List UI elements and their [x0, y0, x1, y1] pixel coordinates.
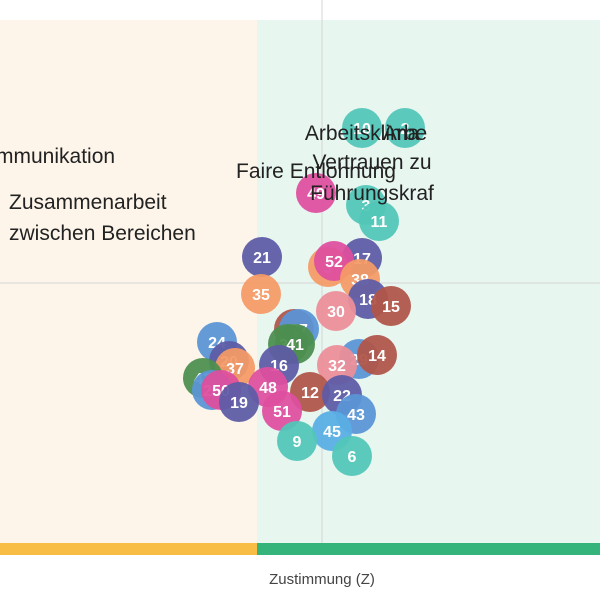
point-marker[interactable]	[241, 274, 281, 314]
point-label: 12	[301, 385, 319, 402]
quadrant-right-background	[257, 20, 600, 543]
point-label: 21	[253, 250, 271, 267]
point-label: 45	[323, 424, 341, 441]
point-label: 10	[353, 121, 371, 138]
data-point[interactable]: 30	[316, 291, 356, 331]
point-marker[interactable]	[290, 372, 330, 412]
point-label: 51	[273, 404, 291, 421]
data-point[interactable]: 32	[317, 345, 357, 385]
point-label: 19	[230, 395, 248, 412]
data-point[interactable]: 6	[332, 436, 372, 476]
point-label: 49	[307, 186, 325, 203]
point-label: 43	[347, 407, 365, 424]
point-label: 48	[259, 380, 277, 397]
data-point[interactable]: 11	[359, 201, 399, 241]
group-label: zwischen Bereichen	[9, 222, 196, 245]
point-label: 14	[368, 348, 386, 365]
data-point[interactable]: 9	[277, 421, 317, 461]
axis-bar-left	[0, 543, 257, 555]
point-label: 9	[293, 434, 302, 451]
point-marker[interactable]	[332, 436, 372, 476]
group-label: Vertrauen zu	[312, 151, 431, 174]
point-label: 11	[371, 214, 388, 231]
data-point[interactable]: 10	[342, 108, 382, 148]
point-label: 6	[348, 449, 357, 466]
data-point[interactable]: 49	[296, 173, 336, 213]
data-point[interactable]: 15	[371, 286, 411, 326]
point-marker[interactable]	[277, 421, 317, 461]
point-marker[interactable]	[262, 391, 302, 431]
point-marker[interactable]	[317, 345, 357, 385]
point-marker[interactable]	[371, 286, 411, 326]
group-label: Zusammenarbeit	[9, 191, 167, 214]
point-marker[interactable]	[316, 291, 356, 331]
group-label: Arbe	[383, 122, 427, 145]
data-point[interactable]: 21	[242, 237, 282, 277]
point-label: 30	[327, 304, 345, 321]
point-marker[interactable]	[296, 173, 336, 213]
point-marker[interactable]	[242, 237, 282, 277]
axis-bar-right	[257, 543, 600, 555]
data-point[interactable]: 14	[357, 335, 397, 375]
point-marker[interactable]	[357, 335, 397, 375]
group-label: mmunikation	[0, 145, 115, 168]
data-point[interactable]: 51	[262, 391, 302, 431]
data-point[interactable]: 12	[290, 372, 330, 412]
data-point[interactable]: 19	[219, 382, 259, 422]
group-label: Faire Entlohnung	[236, 160, 396, 183]
point-label: 15	[382, 299, 400, 316]
point-label: 32	[328, 358, 346, 375]
point-marker[interactable]	[219, 382, 259, 422]
group-label: Arbeitsklima	[305, 122, 420, 145]
point-label: 52	[325, 254, 343, 271]
point-label: 35	[252, 287, 270, 304]
point-marker[interactable]	[342, 108, 382, 148]
point-label: 2	[401, 121, 410, 138]
data-point[interactable]: 2	[385, 108, 425, 148]
x-axis-label: Zustimmung (Z)	[269, 571, 375, 588]
group-label: Führungskraf	[310, 182, 434, 205]
data-point[interactable]: 35	[241, 274, 281, 314]
quadrant-left-background	[0, 20, 257, 543]
point-marker[interactable]	[359, 201, 399, 241]
point-marker[interactable]	[385, 108, 425, 148]
